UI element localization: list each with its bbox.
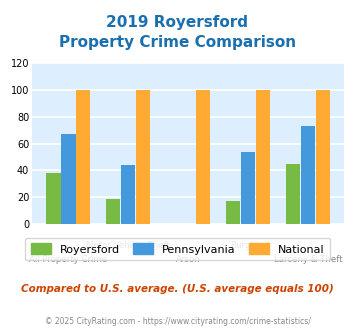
- Bar: [286, 164, 300, 224]
- Bar: [226, 202, 240, 224]
- Text: Larceny & Theft: Larceny & Theft: [274, 255, 342, 264]
- Text: © 2025 CityRating.com - https://www.cityrating.com/crime-statistics/: © 2025 CityRating.com - https://www.city…: [45, 317, 310, 326]
- Text: Burglary: Burglary: [230, 241, 266, 250]
- Bar: [136, 90, 151, 224]
- Bar: [241, 152, 255, 224]
- Text: Property Crime Comparison: Property Crime Comparison: [59, 35, 296, 50]
- Bar: [121, 165, 135, 224]
- Bar: [316, 90, 330, 224]
- Text: Arson: Arson: [176, 255, 201, 264]
- Bar: [76, 90, 91, 224]
- Text: Motor Vehicle Theft: Motor Vehicle Theft: [86, 241, 170, 250]
- Bar: [301, 126, 315, 224]
- Bar: [61, 134, 76, 224]
- Bar: [106, 199, 120, 224]
- Bar: [256, 90, 270, 224]
- Text: Compared to U.S. average. (U.S. average equals 100): Compared to U.S. average. (U.S. average …: [21, 284, 334, 294]
- Text: 2019 Royersford: 2019 Royersford: [106, 15, 248, 30]
- Legend: Royersford, Pennsylvania, National: Royersford, Pennsylvania, National: [25, 238, 330, 260]
- Bar: [46, 173, 61, 224]
- Bar: [196, 90, 210, 224]
- Text: All Property Crime: All Property Crime: [29, 255, 107, 264]
